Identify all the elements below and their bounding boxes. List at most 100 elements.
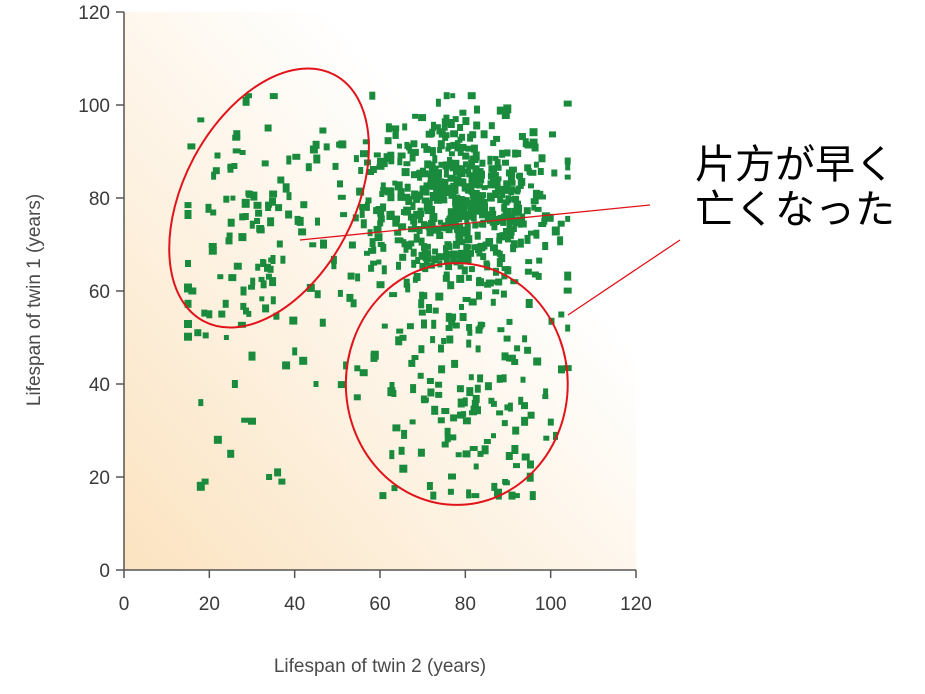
scatter-point <box>444 435 451 443</box>
highlight-layer <box>168 67 681 506</box>
scatter-point <box>459 313 467 321</box>
scatter-point <box>456 197 462 207</box>
scatter-point <box>416 211 425 217</box>
scatter-point <box>184 283 192 293</box>
scatter-point <box>445 312 452 322</box>
scatter-point <box>283 183 290 193</box>
scatter-point <box>425 130 434 138</box>
scatter-point <box>385 123 392 133</box>
scatter-point <box>521 416 529 426</box>
scatter-point <box>453 166 460 175</box>
scatter-point <box>503 335 511 342</box>
scatter-point <box>445 184 452 192</box>
scatter-point <box>450 250 458 256</box>
scatter-point <box>485 279 494 287</box>
scatter-point <box>433 169 442 179</box>
scatter-point <box>465 183 472 190</box>
scatter-point <box>563 287 572 294</box>
scatter-point <box>269 197 276 206</box>
scatter-point <box>441 196 448 204</box>
scatter-point <box>411 355 419 360</box>
scatter-point <box>495 278 503 286</box>
scatter-point <box>386 211 394 220</box>
scatter-point <box>418 309 426 316</box>
scatter-point <box>459 109 467 116</box>
scatter-point <box>512 426 520 435</box>
scatter-point <box>238 233 247 242</box>
scatter-point <box>456 170 463 177</box>
scatter-point <box>501 374 507 383</box>
scatter-point <box>526 472 534 482</box>
scatter-point <box>444 241 452 248</box>
scatter-point <box>506 218 512 227</box>
scatter-point <box>482 203 488 212</box>
scatter-point <box>405 196 413 205</box>
scatter-point <box>248 417 256 425</box>
scatter-point <box>315 217 320 226</box>
scatter-point <box>423 145 431 153</box>
scatter-point <box>427 388 435 397</box>
scatter-point <box>441 338 447 344</box>
scatter-point <box>406 323 414 330</box>
scatter-point <box>217 274 224 280</box>
scatter-point <box>355 273 361 282</box>
scatter-point <box>532 189 540 199</box>
scatter-point <box>442 134 449 141</box>
scatter-point <box>415 257 421 264</box>
scatter-point <box>237 321 246 328</box>
scatter-point <box>353 394 361 401</box>
scatter-point <box>399 334 407 341</box>
scatter-point <box>520 220 527 228</box>
scatter-point <box>223 335 229 340</box>
x-tick-label: 40 <box>284 594 305 615</box>
scatter-point <box>457 149 464 156</box>
scatter-point <box>381 323 388 329</box>
scatter-point <box>292 153 301 160</box>
scatter-point <box>484 211 492 217</box>
y-tick-label: 100 <box>78 96 110 117</box>
scatter-point <box>227 218 235 227</box>
scatter-point <box>528 230 535 236</box>
scatter-point <box>406 143 412 151</box>
scatter-point <box>462 152 470 160</box>
scatter-point <box>187 143 196 150</box>
scatter-point <box>467 329 473 336</box>
scatter-point <box>280 255 286 264</box>
scatter-point <box>498 254 506 262</box>
scatter-point <box>306 283 315 292</box>
scatter-point <box>464 235 473 244</box>
scatter-point <box>473 463 479 470</box>
scatter-point <box>255 263 261 271</box>
scatter-point <box>330 255 337 264</box>
x-tick-label: 20 <box>199 594 220 615</box>
scatter-point <box>557 220 565 227</box>
scatter-point <box>493 135 501 142</box>
scatter-point <box>338 140 347 149</box>
scatter-point <box>524 268 532 275</box>
scatter-point <box>564 271 572 281</box>
scatter-point <box>397 237 404 243</box>
scatter-point <box>533 161 539 168</box>
scatter-point <box>356 187 365 196</box>
scatter-point <box>458 239 465 246</box>
scatter-point <box>473 170 482 176</box>
scatter-point <box>411 190 419 200</box>
scatter-point <box>490 140 497 147</box>
scatter-point <box>364 201 370 211</box>
scatter-point <box>505 452 513 460</box>
scatter-point <box>447 251 453 258</box>
scatter-point <box>364 250 370 256</box>
scatter-point <box>502 211 510 218</box>
scatter-point <box>490 298 496 306</box>
scatter-point <box>511 445 519 454</box>
scatter-point <box>430 161 436 168</box>
scatter-point <box>450 130 459 138</box>
scatter-point <box>448 434 457 441</box>
scatter-point <box>429 147 436 157</box>
scatter-point <box>448 193 457 199</box>
scatter-point <box>255 209 263 217</box>
scatter-point <box>427 221 436 227</box>
scatter-point <box>518 177 526 186</box>
scatter-point <box>473 192 481 200</box>
